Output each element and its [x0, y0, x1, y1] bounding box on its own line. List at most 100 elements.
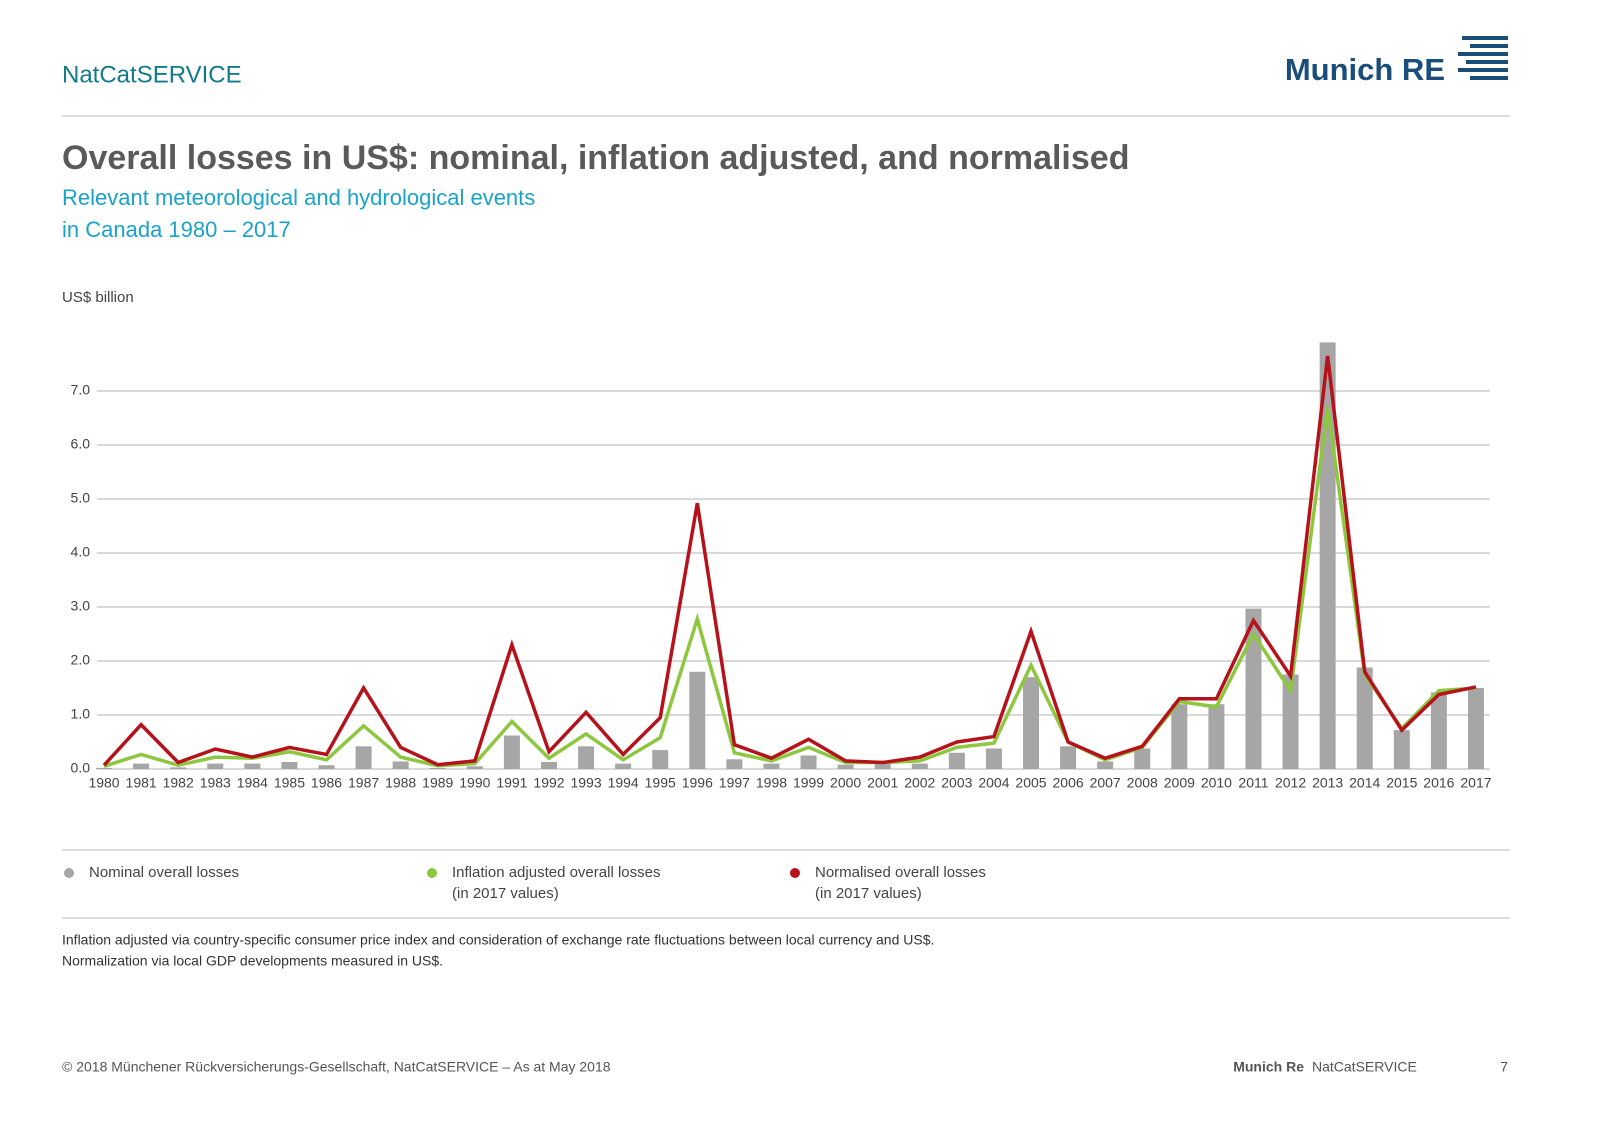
chart-title: Overall losses in US$: nominal, inflatio… [62, 139, 1129, 177]
x-tick-label: 2002 [904, 775, 935, 791]
bar [355, 746, 372, 769]
x-tick-label: 2005 [1015, 775, 1046, 791]
logo-mark [1458, 36, 1508, 80]
x-tick-label: 1980 [88, 775, 119, 791]
bar [207, 763, 224, 769]
bar [281, 761, 298, 769]
y-tick-label: 1.0 [71, 706, 91, 722]
bar [578, 746, 595, 769]
chart-subtitle: Relevant meteorological and hydrological… [62, 185, 535, 210]
plot: 0.0 1.0 2.0 3.0 4.0 5.0 6.0 7.0 1980 1981 1982 1983… [71, 342, 1492, 791]
bar [874, 763, 891, 769]
bar [96, 767, 113, 769]
x-tick-label: 1991 [496, 775, 527, 791]
x-tick-label: 1984 [237, 775, 268, 791]
y-tick-label: 5.0 [71, 490, 91, 506]
x-tick-label: 1994 [608, 775, 639, 791]
bar [911, 763, 928, 769]
x-tick-label: 2012 [1275, 775, 1306, 791]
legend-marker [427, 868, 437, 878]
legend-marker [64, 868, 74, 878]
bar [985, 748, 1002, 769]
footer-brand: Munich Re [1233, 1059, 1304, 1075]
header-brand: NatCatSERVICE [62, 61, 242, 88]
x-tick-label: 2008 [1127, 775, 1158, 791]
x-tick-label: 1989 [422, 775, 453, 791]
x-tick-label: 2013 [1312, 775, 1343, 791]
y-tick-label: 2.0 [71, 652, 91, 668]
x-tick-label: 2014 [1349, 775, 1380, 791]
y-tick-label: 6.0 [71, 436, 91, 452]
x-tick-label: 1986 [311, 775, 342, 791]
bar [503, 735, 520, 769]
y-axis-label: US$ billion [62, 289, 134, 306]
bar [1023, 677, 1040, 769]
x-tick-label: 1998 [756, 775, 787, 791]
bar [1060, 746, 1077, 769]
bar [837, 764, 854, 769]
x-tick-label: 2017 [1460, 775, 1491, 791]
x-tick-label: 1992 [533, 775, 564, 791]
bar [652, 750, 669, 769]
y-tick-label: 4.0 [71, 544, 91, 560]
x-tick-label: 1981 [126, 775, 157, 791]
y-tick-label: 0.0 [71, 760, 91, 776]
y-tick-label: 3.0 [71, 598, 91, 614]
bar [1430, 692, 1447, 769]
x-tick-label: 2010 [1201, 775, 1232, 791]
bar [244, 763, 261, 769]
bar [800, 755, 817, 769]
bar [466, 766, 483, 769]
x-tick-label: 2000 [830, 775, 861, 791]
bar [1282, 674, 1299, 769]
x-tick-label: 1996 [682, 775, 713, 791]
x-tick-label: 1997 [719, 775, 750, 791]
bar [1356, 667, 1373, 769]
bar [1393, 730, 1410, 769]
x-tick-label: 1987 [348, 775, 379, 791]
legend-note: (in 2017 values) [452, 885, 559, 902]
legend-label: Nominal overall losses [89, 864, 239, 881]
bar [170, 767, 187, 769]
bar [318, 765, 335, 769]
x-tick-label: 2001 [867, 775, 898, 791]
x-tick-label: 1993 [570, 775, 601, 791]
bar [1208, 704, 1225, 769]
x-tick-label: 1995 [645, 775, 676, 791]
chart-subtitle: in Canada 1980 – 2017 [62, 217, 291, 242]
bar [1171, 704, 1188, 769]
y-tick-label: 7.0 [71, 382, 91, 398]
bar [1467, 688, 1484, 769]
x-tick-label: 1985 [274, 775, 305, 791]
x-tick-label: 2004 [978, 775, 1009, 791]
x-tick-label: 2015 [1386, 775, 1417, 791]
x-tick-label: 1983 [200, 775, 231, 791]
bar [429, 767, 446, 769]
legend: Nominal overall losses Inflation adjusted… [64, 864, 986, 902]
note: Normalization via local GDP developments… [62, 953, 443, 969]
bar [392, 761, 409, 769]
line [102, 355, 1477, 767]
bar [948, 752, 965, 769]
bar [615, 763, 632, 769]
bar [133, 763, 150, 769]
legend-label: Normalised overall losses [815, 864, 986, 881]
legend-note: (in 2017 values) [815, 885, 922, 902]
x-tick-label: 2003 [941, 775, 972, 791]
x-tick-label: 1990 [459, 775, 490, 791]
x-tick-label: 2016 [1423, 775, 1454, 791]
x-tick-label: 1988 [385, 775, 416, 791]
bar [726, 759, 743, 769]
footer-copyright: © 2018 Münchener Rückversicherungs-Gesel… [62, 1059, 611, 1075]
legend-marker [790, 868, 800, 878]
x-tick-label: 1999 [793, 775, 824, 791]
bar [689, 671, 706, 769]
note: Inflation adjusted via country-specific … [62, 932, 934, 948]
bar [1097, 761, 1114, 769]
footer-service: NatCatSERVICE [1312, 1059, 1417, 1075]
x-tick-label: 2006 [1053, 775, 1084, 791]
x-tick-label: 2007 [1090, 775, 1121, 791]
bar [1134, 748, 1151, 769]
